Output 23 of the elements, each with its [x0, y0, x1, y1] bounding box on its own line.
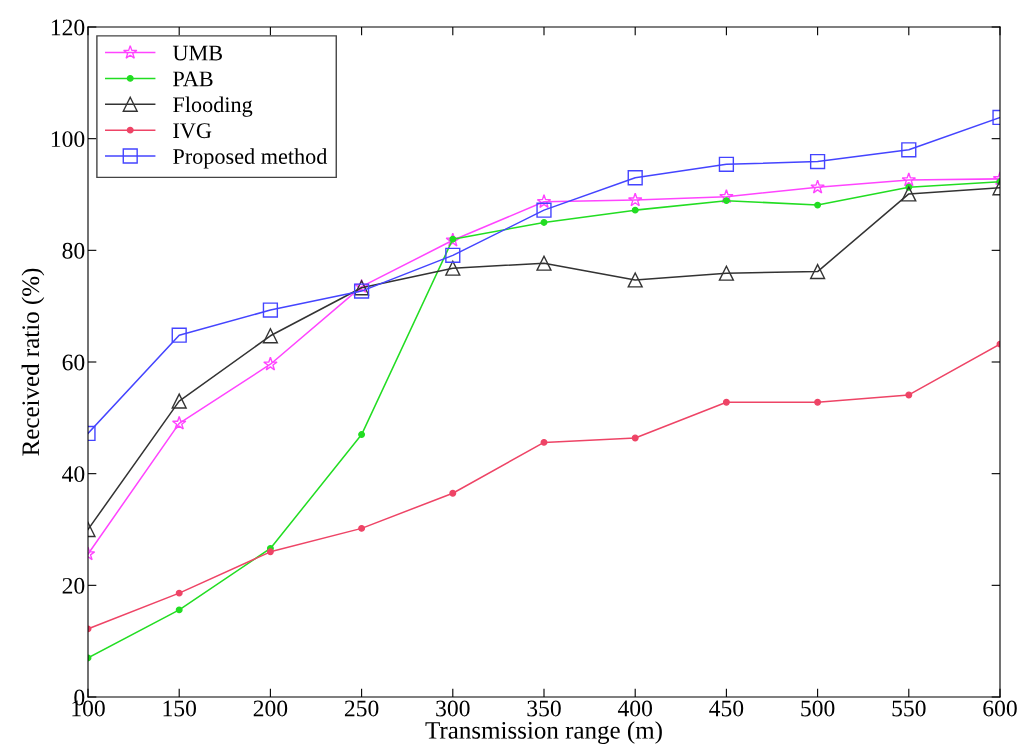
y-axis-title: Received ratio (%) — [21, 268, 45, 456]
x-tick-label: 250 — [344, 700, 379, 717]
x-tick-label: 300 — [436, 700, 470, 717]
y-tick-label: 60 — [62, 354, 85, 371]
x-tick-label: 450 — [709, 700, 744, 717]
x-tick-label: 600 — [983, 700, 1017, 717]
legend-label: Proposed method — [173, 148, 328, 169]
x-tick-label: 200 — [253, 700, 288, 717]
legend-label: Flooding — [173, 96, 253, 117]
legend-label: UMB — [172, 45, 222, 61]
y-tick-label: 100 — [51, 131, 85, 148]
x-tick-label: 150 — [163, 700, 197, 717]
x-tick-label: 350 — [527, 700, 561, 717]
y-tick-label: 20 — [62, 577, 85, 594]
y-tick-label: 40 — [62, 466, 85, 483]
y-tick-label: 120 — [51, 19, 85, 36]
x-tick-label: 400 — [617, 700, 653, 717]
x-tick-label: 500 — [801, 700, 835, 717]
legend-label: PAB — [173, 71, 213, 87]
x-axis-title: Transmission range (m) — [425, 721, 662, 744]
legend-label: IVG — [173, 123, 212, 139]
x-tick-label: 550 — [892, 700, 926, 717]
y-tick-label: 80 — [62, 242, 85, 259]
